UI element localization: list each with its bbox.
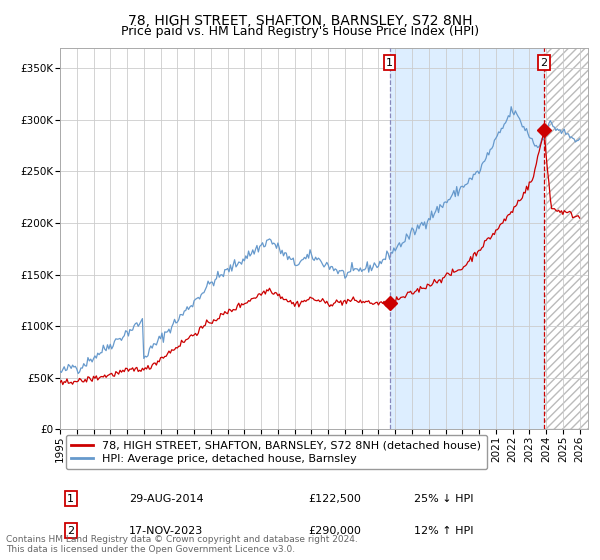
- Text: 12% ↑ HPI: 12% ↑ HPI: [414, 526, 473, 536]
- Text: 17-NOV-2023: 17-NOV-2023: [128, 526, 203, 536]
- Text: £290,000: £290,000: [308, 526, 361, 536]
- Text: 25% ↓ HPI: 25% ↓ HPI: [414, 494, 473, 503]
- Text: 29-AUG-2014: 29-AUG-2014: [128, 494, 203, 503]
- Bar: [389, 48, 544, 430]
- Bar: [544, 48, 600, 430]
- Text: 2: 2: [67, 526, 74, 536]
- Text: Contains HM Land Registry data © Crown copyright and database right 2024.
This d: Contains HM Land Registry data © Crown c…: [6, 535, 358, 554]
- Text: 1: 1: [67, 494, 74, 503]
- Legend: 78, HIGH STREET, SHAFTON, BARNSLEY, S72 8NH (detached house), HPI: Average price: 78, HIGH STREET, SHAFTON, BARNSLEY, S72 …: [65, 435, 487, 469]
- Text: 1: 1: [386, 58, 393, 68]
- Text: 78, HIGH STREET, SHAFTON, BARNSLEY, S72 8NH: 78, HIGH STREET, SHAFTON, BARNSLEY, S72 …: [128, 14, 472, 28]
- Text: £122,500: £122,500: [308, 494, 361, 503]
- Text: Price paid vs. HM Land Registry's House Price Index (HPI): Price paid vs. HM Land Registry's House …: [121, 25, 479, 38]
- Text: 2: 2: [541, 58, 548, 68]
